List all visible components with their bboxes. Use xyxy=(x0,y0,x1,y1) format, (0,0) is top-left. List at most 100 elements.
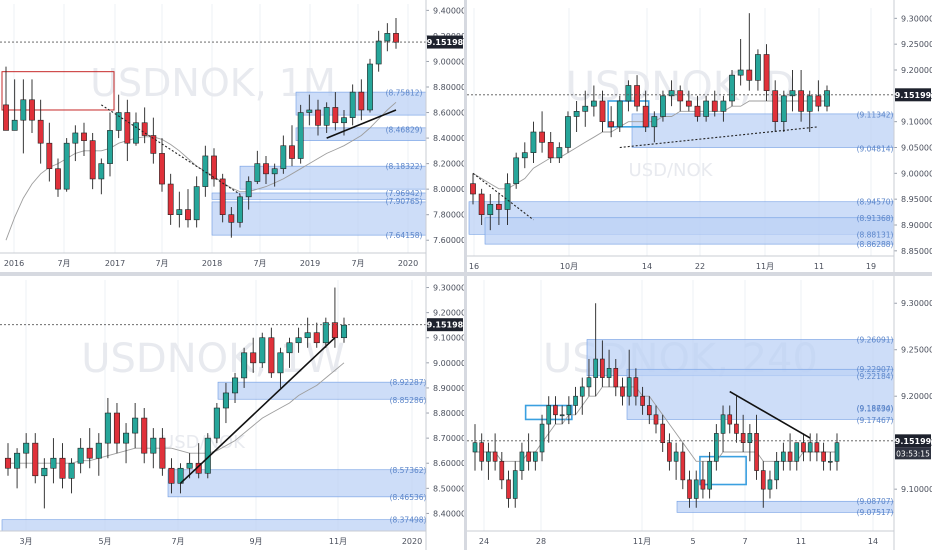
candle-body xyxy=(720,100,727,112)
panel-weekly-top-left[interactable]: USDNOK, 1M (8.75812) (8.46829) (8.18322) (7.… xyxy=(0,0,464,272)
price-tag[interactable]: 9.15199 03:53:15 xyxy=(895,434,932,460)
y-tick-label: 9.25000 xyxy=(901,40,932,49)
trend-line xyxy=(326,109,397,139)
candle-body xyxy=(772,90,779,122)
candle xyxy=(740,414,746,452)
panel-daily-top-right[interactable]: USDNOK, D USD/NOK (9.11342) (9.04814) (8.945… xyxy=(467,0,932,272)
candle xyxy=(496,194,502,225)
candle xyxy=(613,359,619,397)
zone-level-label: (8.88131) xyxy=(857,231,894,240)
candle-body xyxy=(393,33,399,43)
candle xyxy=(660,414,666,452)
candle-body xyxy=(254,163,261,182)
supply-demand-zone xyxy=(631,113,895,148)
candle xyxy=(295,327,302,353)
y-tick-label: 9.30000 xyxy=(433,284,464,293)
price-tag-bg xyxy=(427,35,463,49)
candle xyxy=(219,173,226,223)
candle xyxy=(513,152,520,189)
candle xyxy=(707,451,712,499)
candle-body xyxy=(349,91,356,118)
candle xyxy=(553,396,558,425)
candle-body xyxy=(553,405,558,416)
candle xyxy=(806,90,813,132)
candle xyxy=(653,405,659,434)
price-tag[interactable]: 9.15198 xyxy=(427,318,464,332)
x-tick-label: 28 xyxy=(536,537,546,546)
zone-level-label: (8.92287) xyxy=(390,378,427,387)
candle-body xyxy=(714,433,719,462)
candle-body xyxy=(533,451,538,462)
candle-body xyxy=(599,100,606,122)
candle xyxy=(526,433,531,471)
candle xyxy=(98,158,105,195)
candle xyxy=(159,428,166,476)
panel-h4-bottom-right[interactable]: USDNOK, 240(9.26091)(9.22907)(9.22184)(9… xyxy=(467,276,932,550)
candle-body xyxy=(642,105,649,128)
candle-body xyxy=(23,442,30,454)
candle-body xyxy=(807,442,813,453)
supply-demand-zone xyxy=(626,368,895,420)
y-tick-label: 7.60000 xyxy=(433,236,464,245)
candle-body xyxy=(573,111,580,117)
candle xyxy=(815,80,822,112)
candle-body xyxy=(593,358,598,378)
candle xyxy=(77,438,84,474)
x-tick-label: 5月 xyxy=(98,537,111,546)
candle xyxy=(772,80,779,132)
candle-body xyxy=(781,451,786,462)
price-tag[interactable]: 9.15199 xyxy=(895,88,932,102)
candle xyxy=(763,44,770,101)
candle xyxy=(159,138,165,192)
candle-body xyxy=(3,104,9,131)
candle-body xyxy=(673,451,679,462)
price-tag[interactable]: 9.15198 xyxy=(427,35,464,49)
candle-body xyxy=(530,131,537,153)
candle-body xyxy=(556,147,563,159)
candle xyxy=(20,79,27,154)
candle-body xyxy=(219,178,226,215)
candle-body xyxy=(14,452,21,469)
price-tag-value: 9.15198 xyxy=(427,321,464,330)
zone-level-label: (7.90765) xyxy=(386,197,423,206)
candle xyxy=(566,396,572,425)
candle-body xyxy=(504,183,511,210)
candle-body xyxy=(789,90,796,97)
candle xyxy=(232,372,239,403)
candle xyxy=(729,70,735,107)
candle-body xyxy=(375,40,382,65)
candle-body xyxy=(492,451,498,462)
candle xyxy=(755,49,761,91)
y-tick-label: 9.30000 xyxy=(901,299,932,308)
candle-body xyxy=(323,107,330,126)
zone-level-label: (9.18690) xyxy=(857,404,894,413)
candle xyxy=(167,173,174,225)
chart-svg-daily-top-right: USDNOK, DUSD/NOK(9.11342)(9.04814)(8.945… xyxy=(467,0,932,272)
horizontal-divider[interactable] xyxy=(0,272,932,276)
candle xyxy=(646,396,652,425)
price-tag-value: 9.15199 xyxy=(895,437,932,446)
y-tick-label: 8.70000 xyxy=(433,434,464,443)
candle xyxy=(512,461,518,508)
y-tick-label: 9.00000 xyxy=(901,169,932,178)
panel-weekly-bottom-left[interactable]: USDNOK, 1W USD/NOK (8.92287) (8.85286) (8.57… xyxy=(0,276,464,550)
candle-body xyxy=(814,442,820,453)
candle-body xyxy=(245,181,252,198)
candle-body xyxy=(586,377,592,388)
candle xyxy=(579,377,585,415)
candle xyxy=(673,442,679,480)
y-tick-label: 9.10000 xyxy=(901,118,932,127)
candle-body xyxy=(50,457,57,469)
candle xyxy=(573,101,580,132)
candle xyxy=(834,433,840,471)
candle-body xyxy=(86,447,93,459)
x-tick-label: 7月 xyxy=(253,259,266,268)
chart-svg-weekly-top-left: USDNOK, 1M (8.75812) (8.46829) (8.18322) (7.… xyxy=(0,0,464,272)
candle-body xyxy=(767,479,773,490)
candle-body xyxy=(176,209,183,215)
candle xyxy=(582,90,589,127)
y-tick-label: 8.95000 xyxy=(901,195,932,204)
candle-body xyxy=(332,107,339,124)
candle-body xyxy=(579,386,585,397)
candle xyxy=(625,80,632,112)
